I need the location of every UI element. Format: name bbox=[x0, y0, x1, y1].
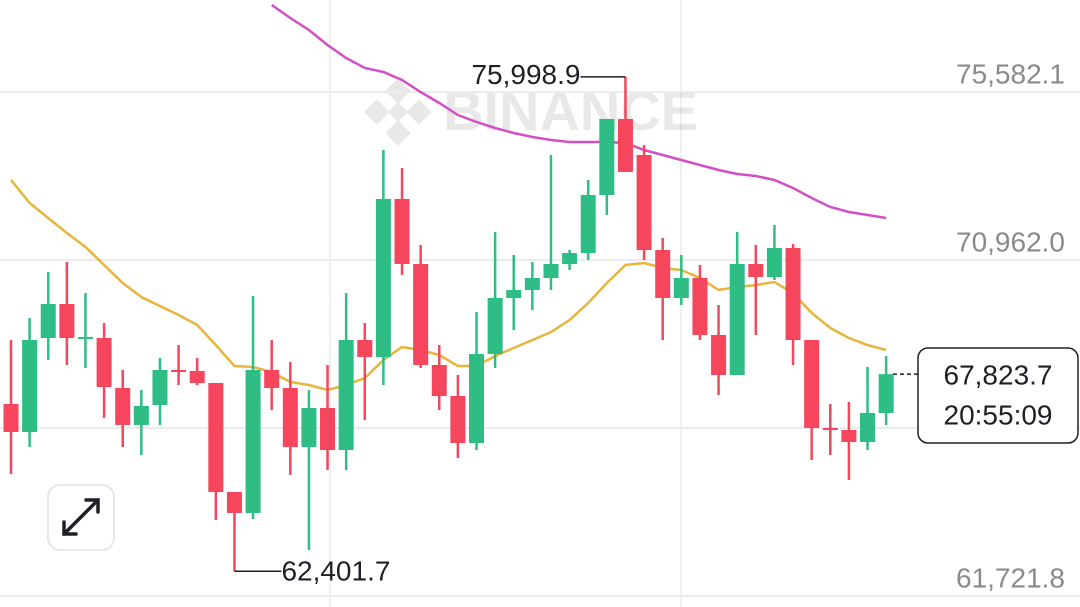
ma-line bbox=[270, 3, 887, 220]
candle-body bbox=[562, 252, 578, 265]
candle-body bbox=[189, 370, 205, 383]
candle-body bbox=[152, 370, 168, 405]
candle-body bbox=[226, 492, 242, 513]
candle-body bbox=[599, 118, 615, 195]
candle-body bbox=[301, 408, 317, 447]
candle-body bbox=[804, 340, 820, 429]
candle-body bbox=[413, 264, 429, 365]
candle-body bbox=[506, 290, 522, 299]
candle-body bbox=[524, 278, 540, 291]
candle-body bbox=[338, 340, 354, 451]
watermark: BINANCE bbox=[364, 78, 698, 146]
candle-body bbox=[133, 406, 149, 425]
candle-body bbox=[711, 334, 727, 375]
candle-body bbox=[673, 278, 689, 299]
candle-body bbox=[655, 250, 671, 299]
candle-body bbox=[115, 388, 131, 425]
candle-body bbox=[748, 264, 764, 277]
price-tag bbox=[917, 347, 1079, 444]
candle-body bbox=[264, 370, 280, 389]
candle-body bbox=[878, 374, 894, 413]
candle-body bbox=[580, 194, 596, 253]
candle-body bbox=[96, 338, 112, 387]
candle-body bbox=[617, 118, 633, 173]
low-label: 62,401.7 bbox=[281, 556, 390, 587]
candle-body bbox=[375, 198, 391, 357]
candle-body bbox=[766, 248, 782, 277]
candle-body bbox=[841, 430, 857, 443]
countdown: 20:55:09 bbox=[944, 399, 1053, 430]
high-label: 75,998.9 bbox=[471, 59, 580, 90]
candle-body bbox=[22, 340, 38, 433]
candle-body bbox=[320, 408, 336, 451]
candle-body bbox=[357, 340, 373, 357]
candle-body bbox=[245, 370, 261, 513]
y-tick-label: 75,582.1 bbox=[956, 58, 1065, 89]
candle-body bbox=[636, 154, 652, 251]
candle-body bbox=[40, 304, 56, 339]
candle-body bbox=[543, 264, 559, 279]
watermark-text: BINANCE bbox=[443, 79, 698, 142]
expand-button[interactable] bbox=[47, 484, 115, 551]
candle-body bbox=[77, 336, 93, 339]
candle-body bbox=[450, 396, 466, 443]
candle-body bbox=[785, 248, 801, 341]
candle-body bbox=[729, 264, 745, 375]
y-tick-label: 70,962.0 bbox=[956, 226, 1065, 257]
candle-body bbox=[208, 382, 224, 493]
candle-body bbox=[394, 198, 410, 265]
candle-body bbox=[431, 364, 447, 397]
candle-body bbox=[860, 412, 876, 443]
candle-body bbox=[822, 428, 838, 431]
candle-body bbox=[282, 388, 298, 447]
last-price-label: 67,823.7 bbox=[944, 359, 1053, 390]
candle-body bbox=[469, 354, 484, 443]
candle-body bbox=[171, 370, 187, 373]
candle-body bbox=[3, 404, 19, 433]
candle-body bbox=[487, 298, 503, 355]
y-tick-label: 61,721.8 bbox=[956, 562, 1065, 593]
candle-body bbox=[59, 304, 75, 339]
candle-body bbox=[692, 278, 708, 335]
